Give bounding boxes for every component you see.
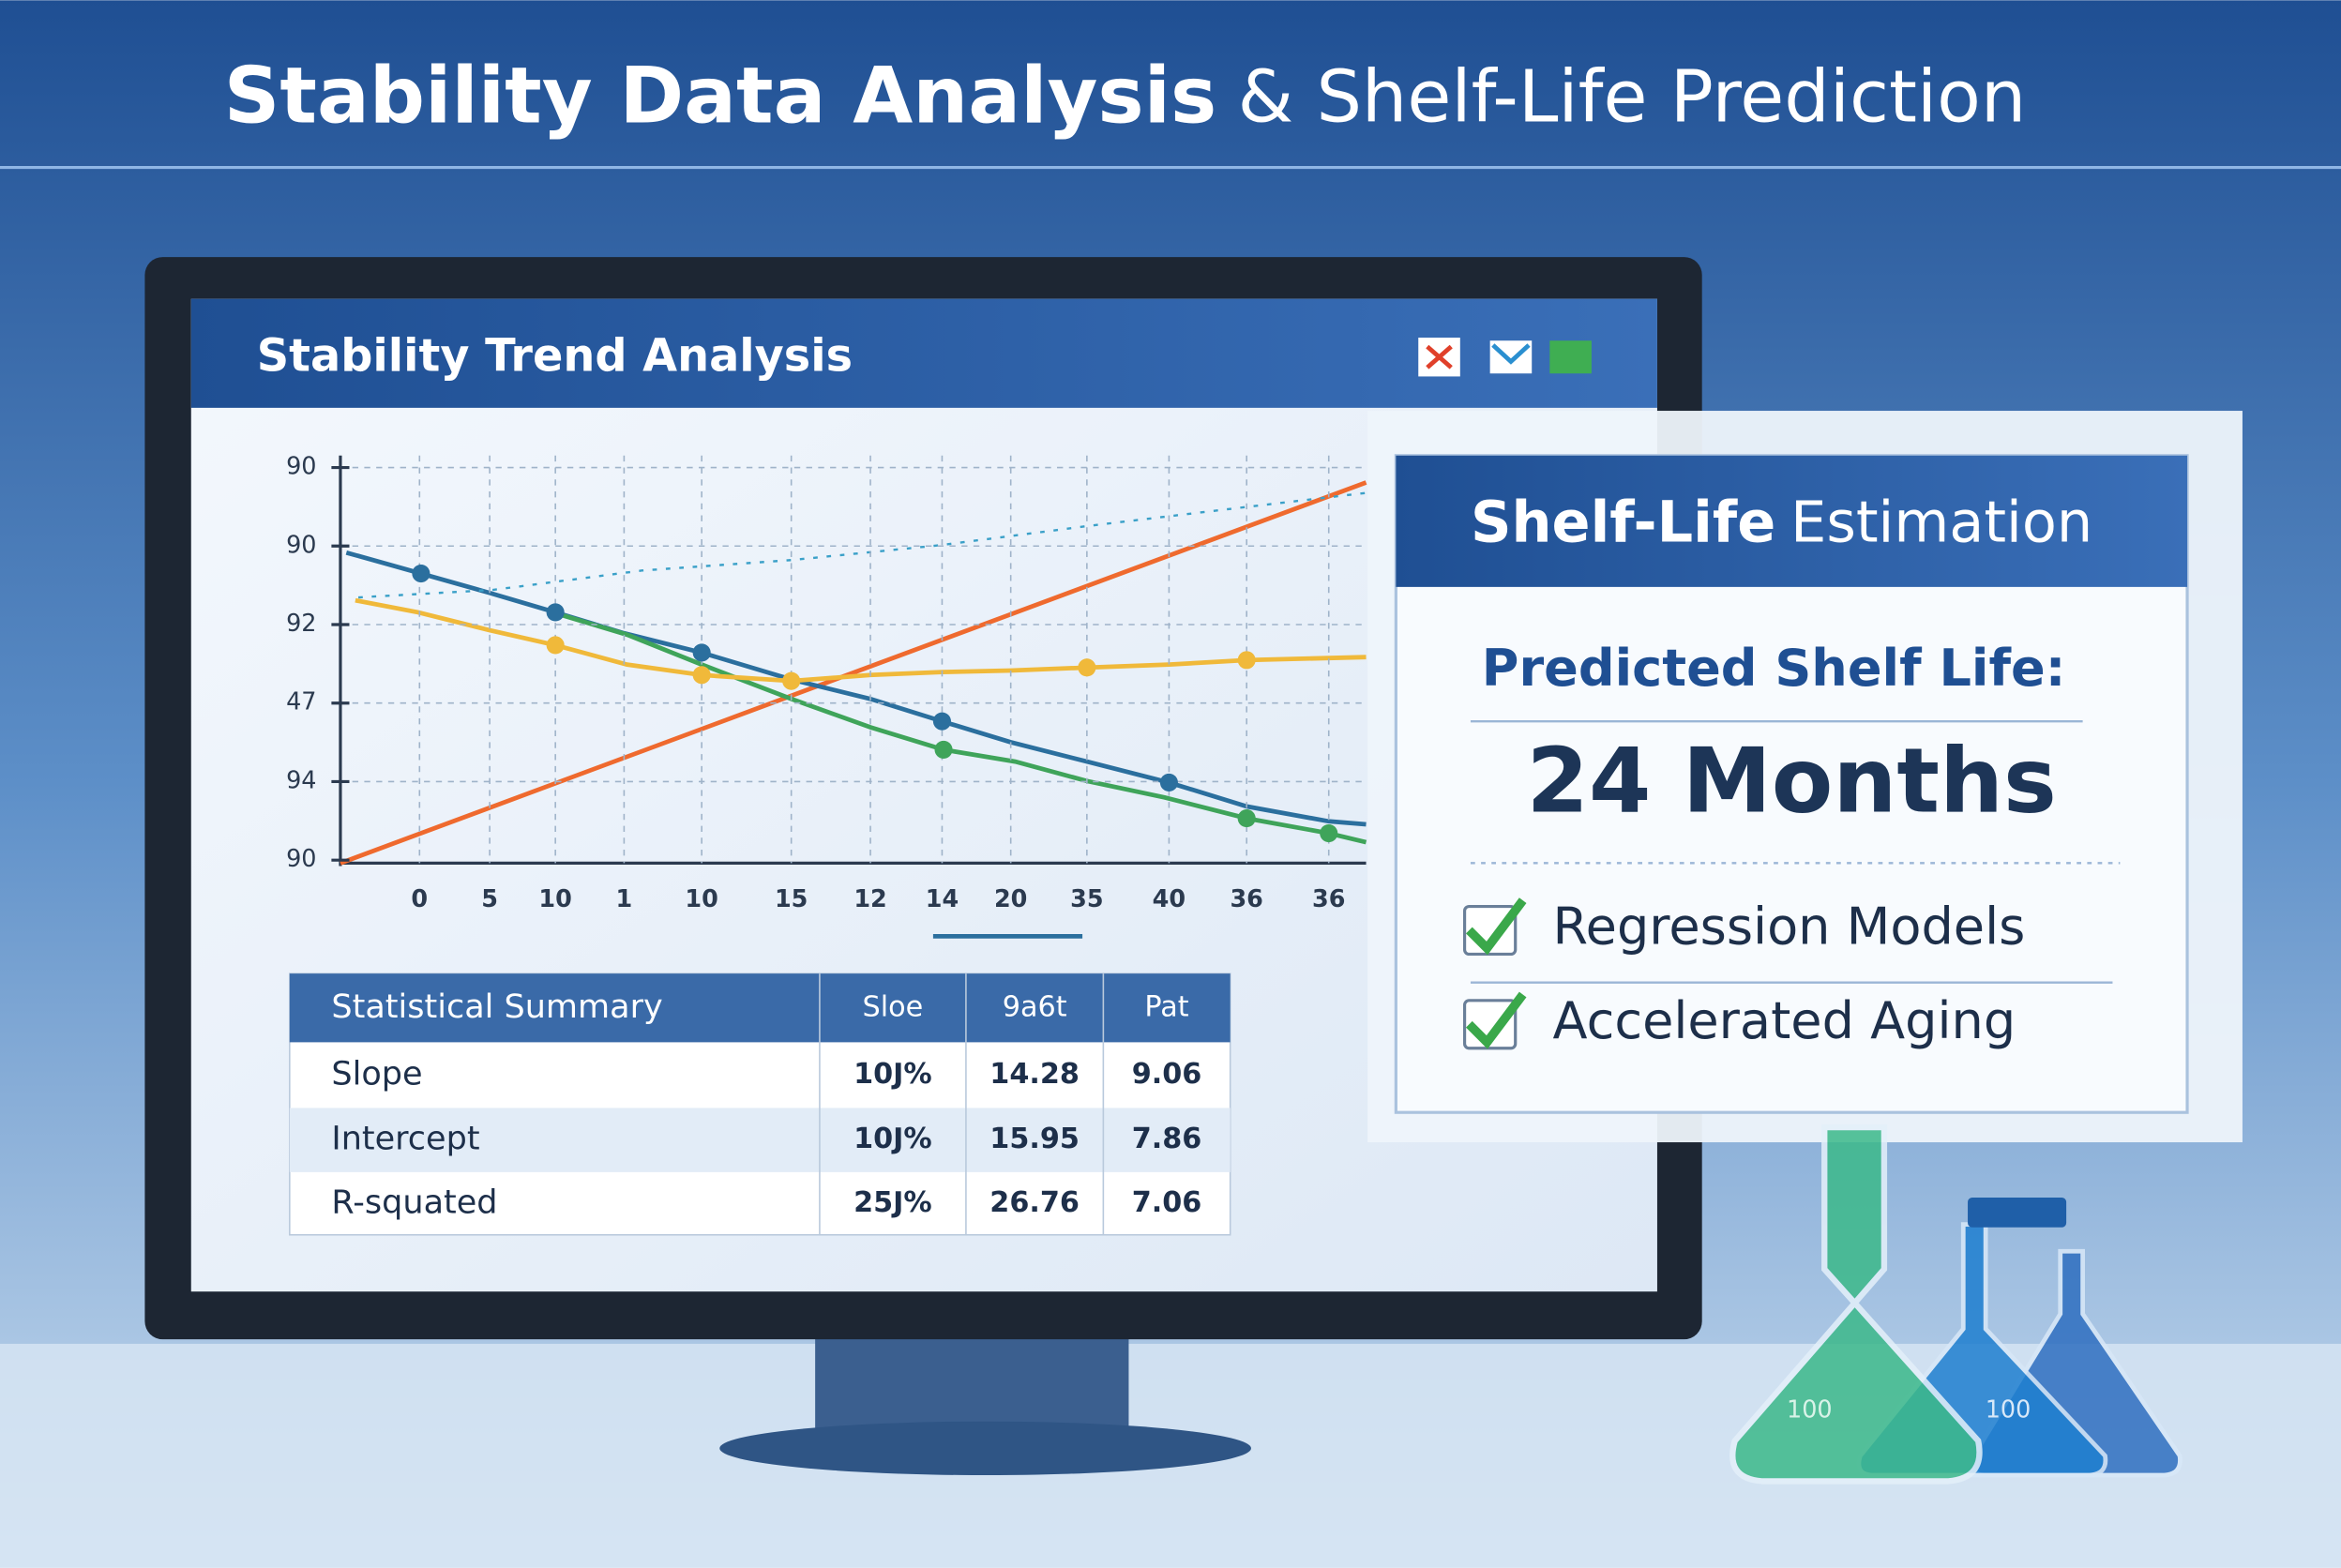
y-tick-label: 90 [286, 531, 316, 559]
table-cell: 7.86 [1132, 1123, 1202, 1155]
card-title-rest: Estimation [1790, 490, 2092, 555]
card-header [1396, 455, 2188, 587]
check-mark [1465, 897, 1527, 956]
table-cell: 25J% [853, 1186, 932, 1219]
trend-chart: 90 90 92 47 94 90 0 5 10 1 10 15 12 14 20 35 40 36 36 [286, 453, 1367, 939]
x-tick-label: 0 [411, 885, 428, 913]
card-title-bold: Shelf-Life [1471, 490, 1775, 555]
point-marker [932, 712, 951, 731]
x-tick-label: 5 [481, 885, 498, 913]
x-tick-label: 1 [616, 885, 633, 913]
trend-line-dotted [357, 491, 1367, 599]
point-marker [692, 643, 711, 662]
y-tick-label: 94 [286, 766, 316, 794]
y-tick-label: 90 [286, 453, 316, 481]
x-tick-label: 10 [685, 885, 717, 913]
trend-line-yellow [355, 597, 1367, 684]
trend-line-green [551, 610, 1367, 845]
table-cell: R-squated [331, 1183, 497, 1221]
panel-title: Stability Trend Analysis [257, 330, 853, 382]
title-rest: & Shelf-Life Prediction [1238, 56, 2027, 140]
check-mark [1465, 991, 1527, 1049]
point-marker [692, 666, 711, 685]
point-marker [1237, 809, 1256, 828]
x-tick-label: 40 [1153, 885, 1186, 913]
prediction-label: Predicted Shelf Life: [1482, 639, 2066, 698]
page-title: Stability Data Analysis & Shelf-Life Pred… [224, 51, 2027, 142]
table-cell: 7.06 [1132, 1186, 1202, 1219]
checklist-item: Regression Models [1553, 897, 2026, 957]
table-cell: 15.95 [989, 1123, 1080, 1155]
point-marker [546, 636, 565, 655]
x-tick-label: 12 [853, 885, 886, 913]
x-tick-label: 15 [775, 885, 808, 913]
close-glyph [1426, 344, 1453, 369]
point-marker [934, 740, 953, 759]
table-cell: 10J% [853, 1123, 932, 1155]
mail-glyph [1491, 343, 1531, 365]
sheet-icon[interactable] [1549, 340, 1592, 374]
point-marker [1320, 823, 1338, 843]
table-cell: Intercept [331, 1120, 479, 1158]
table-row-stripe [289, 1108, 1231, 1172]
panel-header [190, 298, 1657, 408]
x-tick-label: 14 [926, 885, 959, 913]
monitor-base [719, 1421, 1251, 1476]
trend-line-orange [340, 480, 1367, 866]
y-tick-label: 92 [286, 610, 316, 638]
card-title: Shelf-Life Estimation [1471, 490, 2092, 555]
table-cell: 26.76 [989, 1186, 1080, 1219]
x-tick-label: 36 [1312, 885, 1345, 913]
table-cell: Slope [331, 1054, 422, 1093]
flask-label: 100 [1787, 1396, 1833, 1425]
table-header-cell: Sloe [863, 990, 924, 1023]
x-tick-label: 35 [1070, 885, 1103, 913]
monitor-neck [815, 1329, 1129, 1437]
y-tick-label: 47 [286, 688, 316, 716]
flask-label: 100 [1986, 1396, 2031, 1425]
y-tick-label: 90 [286, 845, 316, 873]
point-marker [1237, 651, 1256, 670]
point-marker [412, 565, 430, 583]
point-marker [1078, 658, 1096, 677]
flask-cap [1968, 1197, 2067, 1228]
table-header-cell: 9a6t [1003, 990, 1067, 1023]
point-marker [782, 671, 801, 690]
point-marker [546, 603, 565, 622]
table-header-cell: Pat [1144, 990, 1188, 1023]
point-marker [1159, 773, 1178, 792]
x-tick-label: 20 [994, 885, 1027, 913]
checklist-item: Accelerated Aging [1553, 991, 2016, 1050]
table-cell: 9.06 [1132, 1058, 1202, 1091]
x-tick-label: 10 [538, 885, 571, 913]
table-cell: 10J% [853, 1058, 932, 1091]
summary-table: Statistical Summary Sloe 9a6t Pat Slope 10J% 1… [289, 972, 1231, 1236]
x-tick-label: 36 [1230, 885, 1262, 913]
flask-green [1729, 1123, 1983, 1485]
table-header-cell: Statistical Summary [331, 988, 662, 1026]
table-header [289, 973, 1231, 1043]
table-cell: 14.28 [989, 1058, 1080, 1091]
title-bold: Stability Data Analysis [224, 51, 1217, 142]
prediction-value: 24 Months [1527, 729, 2057, 834]
